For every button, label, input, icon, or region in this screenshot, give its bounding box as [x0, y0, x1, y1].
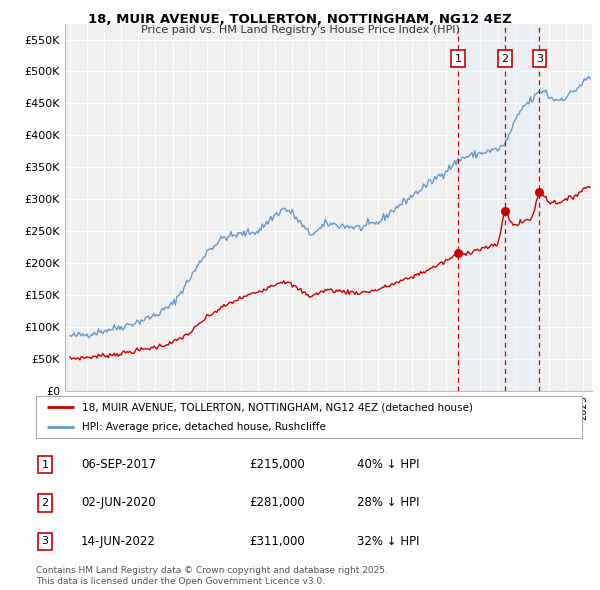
- Point: [535, 188, 544, 197]
- Point: [500, 206, 509, 216]
- Text: 1: 1: [454, 54, 461, 64]
- Text: 02-JUN-2020: 02-JUN-2020: [81, 496, 155, 510]
- Text: Contains HM Land Registry data © Crown copyright and database right 2025.
This d: Contains HM Land Registry data © Crown c…: [36, 566, 388, 586]
- Text: 06-SEP-2017: 06-SEP-2017: [81, 458, 156, 471]
- Text: 1: 1: [41, 460, 49, 470]
- Text: 14-JUN-2022: 14-JUN-2022: [81, 535, 156, 548]
- Text: 3: 3: [536, 54, 543, 64]
- Text: £215,000: £215,000: [249, 458, 305, 471]
- Text: £311,000: £311,000: [249, 535, 305, 548]
- Text: 32% ↓ HPI: 32% ↓ HPI: [357, 535, 419, 548]
- Text: 40% ↓ HPI: 40% ↓ HPI: [357, 458, 419, 471]
- Text: 18, MUIR AVENUE, TOLLERTON, NOTTINGHAM, NG12 4EZ (detached house): 18, MUIR AVENUE, TOLLERTON, NOTTINGHAM, …: [82, 402, 473, 412]
- Bar: [458, 24, 539, 391]
- Point: [453, 248, 463, 258]
- Text: 18, MUIR AVENUE, TOLLERTON, NOTTINGHAM, NG12 4EZ: 18, MUIR AVENUE, TOLLERTON, NOTTINGHAM, …: [88, 13, 512, 26]
- Text: Price paid vs. HM Land Registry's House Price Index (HPI): Price paid vs. HM Land Registry's House …: [140, 25, 460, 35]
- Text: 28% ↓ HPI: 28% ↓ HPI: [357, 496, 419, 510]
- Text: 2: 2: [41, 498, 49, 508]
- Text: HPI: Average price, detached house, Rushcliffe: HPI: Average price, detached house, Rush…: [82, 422, 326, 432]
- Text: 3: 3: [41, 536, 49, 546]
- Text: £281,000: £281,000: [249, 496, 305, 510]
- Text: 2: 2: [501, 54, 508, 64]
